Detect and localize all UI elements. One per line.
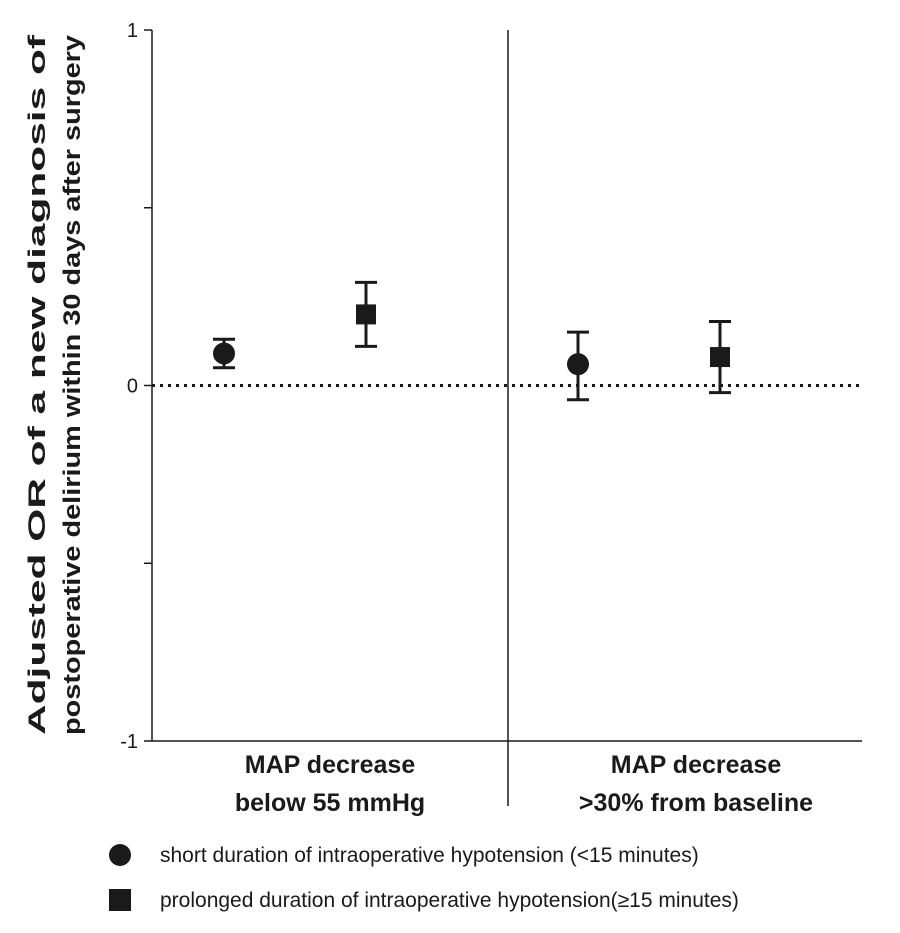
data-marks	[213, 280, 731, 402]
category-label: MAP decrease	[245, 751, 416, 779]
category-label: below 55 mmHg	[235, 789, 425, 817]
legend-label: short duration of intraoperative hypoten…	[160, 844, 699, 867]
y-tick-label: 0	[127, 376, 138, 398]
legend-label: prolonged duration of intraoperative hyp…	[160, 889, 739, 912]
y-tick-label: -1	[120, 731, 138, 753]
legend: short duration of intraoperative hypoten…	[109, 844, 739, 912]
data-point-square	[356, 304, 376, 325]
y-axis-label-line: Adjusted OR of a new diagnosis of	[24, 33, 51, 735]
category-labels: MAP decrease below 55 mmHg MAP decrease >30…	[235, 751, 813, 817]
data-point-circle	[567, 353, 589, 376]
legend-square-icon	[109, 889, 131, 911]
y-ticks: 1 0 -1	[120, 20, 152, 753]
axes	[151, 30, 862, 806]
legend-circle-icon	[109, 844, 131, 866]
y-axis-label: Adjusted OR of a new diagnosis of postope…	[24, 33, 86, 735]
category-label: >30% from baseline	[579, 789, 813, 817]
data-point-circle	[213, 342, 235, 365]
category-label: MAP decrease	[611, 751, 782, 779]
y-axis-label-line: postoperative delirium within 30 days af…	[59, 34, 86, 735]
y-tick-label: 1	[127, 20, 138, 42]
data-point-square	[710, 347, 730, 368]
